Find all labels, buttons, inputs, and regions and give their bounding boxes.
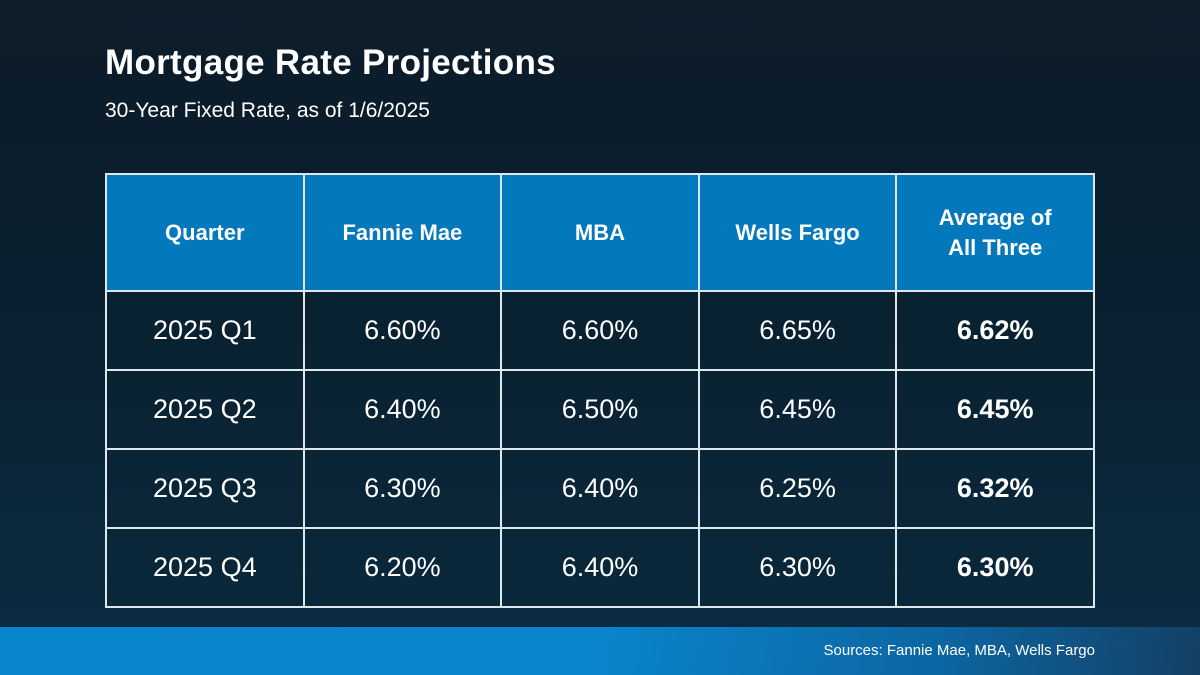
table-header-row: Quarter Fannie Mae MBA Wells Fargo Avera… xyxy=(105,173,1095,292)
page-title: Mortgage Rate Projections xyxy=(105,43,556,82)
sources-text: Sources: Fannie Mae, MBA, Wells Fargo xyxy=(823,642,1096,659)
footer-bar: Sources: Fannie Mae, MBA, Wells Fargo xyxy=(0,627,1200,675)
column-header-fannie-mae: Fannie Mae xyxy=(302,173,503,292)
cell-mba: 6.40% xyxy=(500,448,700,529)
column-header-wells-fargo: Wells Fargo xyxy=(697,173,898,292)
cell-average: 6.30% xyxy=(895,527,1095,608)
table-body: 2025 Q1 6.60% 6.60% 6.65% 6.62% 2025 Q2 … xyxy=(105,290,1095,608)
cell-fannie-mae: 6.60% xyxy=(302,290,503,371)
table-row: 2025 Q2 6.40% 6.50% 6.45% 6.45% xyxy=(105,369,1095,450)
page-subtitle: 30-Year Fixed Rate, as of 1/6/2025 xyxy=(105,99,430,122)
cell-wells-fargo: 6.25% xyxy=(697,448,898,529)
cell-average: 6.45% xyxy=(895,369,1095,450)
table-row: 2025 Q4 6.20% 6.40% 6.30% 6.30% xyxy=(105,527,1095,608)
cell-quarter: 2025 Q4 xyxy=(105,527,305,608)
cell-mba: 6.40% xyxy=(500,527,700,608)
column-header-quarter: Quarter xyxy=(105,173,305,292)
column-header-average: Average of All Three xyxy=(895,173,1095,292)
cell-fannie-mae: 6.30% xyxy=(302,448,503,529)
cell-average: 6.62% xyxy=(895,290,1095,371)
cell-quarter: 2025 Q1 xyxy=(105,290,305,371)
table-header: Quarter Fannie Mae MBA Wells Fargo Avera… xyxy=(105,173,1095,292)
cell-quarter: 2025 Q3 xyxy=(105,448,305,529)
cell-wells-fargo: 6.45% xyxy=(697,369,898,450)
table-row: 2025 Q3 6.30% 6.40% 6.25% 6.32% xyxy=(105,448,1095,529)
table-row: 2025 Q1 6.60% 6.60% 6.65% 6.62% xyxy=(105,290,1095,371)
cell-mba: 6.50% xyxy=(500,369,700,450)
cell-fannie-mae: 6.20% xyxy=(302,527,503,608)
cell-mba: 6.60% xyxy=(500,290,700,371)
cell-wells-fargo: 6.65% xyxy=(697,290,898,371)
mortgage-rate-table: Quarter Fannie Mae MBA Wells Fargo Avera… xyxy=(105,173,1095,608)
cell-average: 6.32% xyxy=(895,448,1095,529)
cell-wells-fargo: 6.30% xyxy=(697,527,898,608)
cell-fannie-mae: 6.40% xyxy=(302,369,503,450)
cell-quarter: 2025 Q2 xyxy=(105,369,305,450)
column-header-mba: MBA xyxy=(500,173,700,292)
